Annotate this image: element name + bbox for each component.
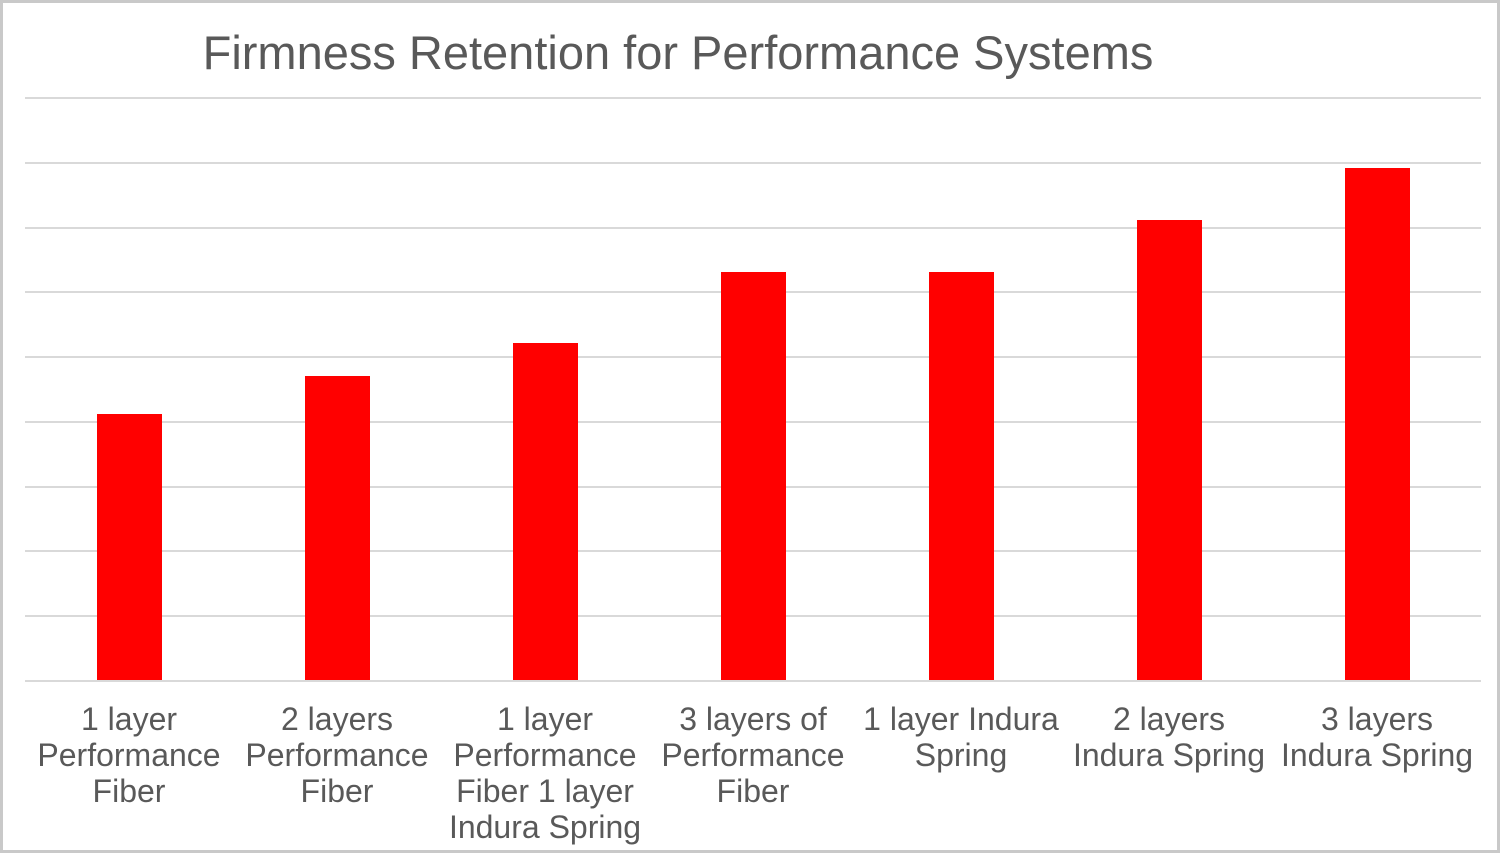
x-axis-label-6: 2 layers Indura Spring (1065, 701, 1273, 773)
gridline (25, 161, 1481, 164)
x-axis-label-4: 3 layers of Performance Fiber (649, 701, 857, 809)
x-axis-label-2: 2 layers Performance Fiber (233, 701, 441, 809)
x-axis-label-line: Indura Spring (448, 809, 642, 845)
bar-2 (304, 375, 370, 680)
chart-title: Firmness Retention for Performance Syste… (202, 26, 1154, 79)
x-axis-label-line: Performance (453, 737, 637, 773)
plot-area (3, 3, 1497, 850)
x-axis-label-line: Indura Spring (1072, 737, 1266, 773)
bar-6 (1136, 220, 1202, 680)
x-axis-label-7: 3 layers Indura Spring (1273, 701, 1481, 773)
x-axis-label-line: 1 layer (80, 701, 178, 737)
x-axis-label-line: 1 layer Indura (863, 701, 1059, 737)
bar-5 (928, 271, 994, 680)
x-axis-label-line: Performance (37, 737, 221, 773)
x-axis-label-line: Performance (245, 737, 429, 773)
x-axis-label-line: Fiber 1 layer (456, 773, 634, 809)
x-axis-label-line: 1 layer (496, 701, 594, 737)
x-axis-label-line: Fiber (300, 773, 374, 809)
x-axis-label-line: Indura Spring (1280, 737, 1474, 773)
x-axis-label-line: 2 layers (1112, 701, 1226, 737)
gridline (25, 226, 1481, 229)
x-axis-label-line: 3 layers of (679, 701, 827, 737)
x-axis-label-line: Performance (661, 737, 845, 773)
bar-3 (512, 343, 578, 680)
x-axis-label-line: Fiber (716, 773, 790, 809)
bar-7 (1344, 168, 1410, 680)
x-axis-label-line: Fiber (92, 773, 166, 809)
x-axis-label-5: 1 layer Indura Spring (857, 701, 1065, 773)
x-axis-label-3: 1 layer Performance Fiber 1 layer Indura Sp… (441, 701, 649, 845)
bar-1 (96, 414, 162, 680)
x-axis-label-1: 1 layer Performance Fiber (25, 701, 233, 809)
x-axis-label-line: Spring (914, 737, 1008, 773)
bar-4 (720, 271, 786, 680)
gridline (25, 97, 1481, 99)
x-axis-label-line: 2 layers (280, 701, 394, 737)
x-axis-label-line: 3 layers (1320, 701, 1434, 737)
x-axis-line (25, 680, 1481, 682)
